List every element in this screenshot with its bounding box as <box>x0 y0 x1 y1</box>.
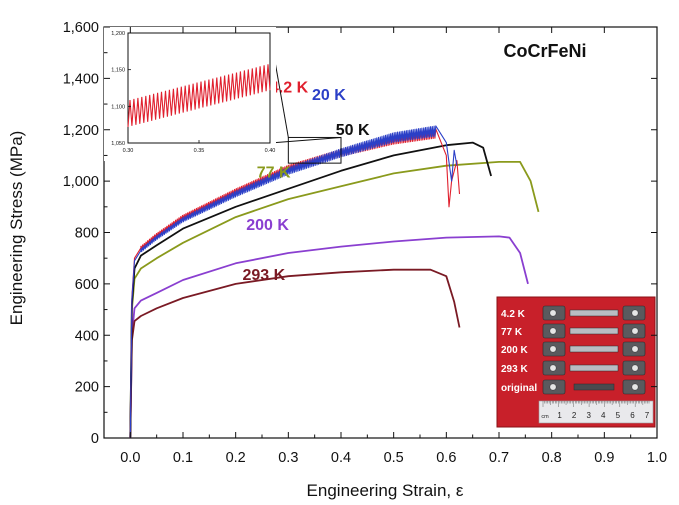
specimen-gauge <box>569 345 619 353</box>
series-line-293-k <box>129 268 461 439</box>
specimen-hole <box>631 309 639 317</box>
x-tick-label: 0.1 <box>173 450 193 466</box>
x-tick-label: 0.5 <box>384 450 404 466</box>
photo-specimen-label: 4.2 K <box>501 309 526 320</box>
y-tick-label: 400 <box>75 328 99 344</box>
series-label: 77 K <box>257 164 291 181</box>
specimen-hole <box>549 345 557 353</box>
series-label: 50 K <box>336 122 370 139</box>
y-tick-label: 1,400 <box>63 71 99 87</box>
x-tick-label: 0.6 <box>436 450 456 466</box>
x-tick-label: 0.9 <box>594 450 614 466</box>
specimen-hole <box>631 345 639 353</box>
series-label: 200 K <box>246 217 289 234</box>
ruler-label: 3 <box>586 411 591 420</box>
specimen-gauge <box>569 327 619 335</box>
photo-specimen-label: 200 K <box>501 345 528 356</box>
inset-x-tick-label: 0.35 <box>194 148 205 154</box>
inset-frame <box>127 32 271 144</box>
chart-title: CoCrFeNi <box>503 41 586 61</box>
ruler-label: 5 <box>616 411 621 420</box>
axes: CoCrFeNi Engineering Strain, ε Engineeri… <box>7 20 667 500</box>
photo-specimen-label: 293 K <box>501 364 528 375</box>
inset-zoom: 0.30 0.35 0.40 1,050 1,100 1,150 1,200 <box>104 27 342 164</box>
x-tick-label: 0.4 <box>331 450 351 466</box>
specimen-hole <box>631 383 639 391</box>
x-tick-label: 0.0 <box>120 450 140 466</box>
inset-y-tick-label: 1,050 <box>111 141 125 147</box>
specimen-gauge <box>573 383 615 391</box>
photo-specimen-label: 77 K <box>501 327 523 338</box>
specimen-hole <box>631 364 639 372</box>
y-tick-label: 1,600 <box>63 20 99 36</box>
ruler-label: 4 <box>601 411 606 420</box>
x-tick-label: 0.2 <box>226 450 246 466</box>
inset-y-tick-label: 1,200 <box>111 31 125 37</box>
ruler-label: 1 <box>557 411 562 420</box>
ruler-label: 6 <box>630 411 635 420</box>
specimen-hole <box>549 309 557 317</box>
series-line-77-k <box>129 161 540 439</box>
specimen-photo: 4.2 K 77 K 200 K 293 K original cm 1 2 3 4 5 6 7 <box>496 296 656 428</box>
ruler <box>538 400 654 424</box>
inset-serrated-curve <box>127 64 271 127</box>
series-labels: 4.2 K 20 K 50 K 77 K 200 K 293 K <box>243 80 370 285</box>
x-tick-label: 0.7 <box>489 450 509 466</box>
zoom-region-box <box>287 136 342 164</box>
x-tick-label: 1.0 <box>647 450 667 466</box>
series-line-20-k <box>129 125 458 439</box>
specimen-hole <box>631 327 639 335</box>
series-line-200-k <box>129 235 529 439</box>
specimen-gauge <box>569 364 619 372</box>
x-axis-label: Engineering Strain, ε <box>307 481 464 500</box>
y-tick-label: 1,200 <box>63 123 99 139</box>
y-tick-label: 1,000 <box>63 174 99 190</box>
specimen-gauge <box>569 309 619 317</box>
ruler-label: 2 <box>572 411 577 420</box>
inset-y-tick-label: 1,100 <box>111 104 125 110</box>
y-tick-label: 200 <box>75 380 99 396</box>
zoom-connector <box>269 136 342 144</box>
y-axis-label: Engineering Stress (MPa) <box>7 131 26 326</box>
specimen-hole <box>549 383 557 391</box>
series-label: 4.2 K <box>270 80 309 97</box>
photo-specimen-label: original <box>501 383 537 394</box>
inset-x-tick-label: 0.30 <box>123 148 134 154</box>
specimen-hole <box>549 327 557 335</box>
y-tick-label: 600 <box>75 277 99 293</box>
y-tick-label: 800 <box>75 226 99 242</box>
series-label: 20 K <box>312 87 346 104</box>
data-series <box>129 125 540 439</box>
specimen-hole <box>549 364 557 372</box>
inset-y-tick-label: 1,150 <box>111 68 125 74</box>
y-tick-label: 0 <box>91 431 99 447</box>
series-line-50-k <box>129 141 492 439</box>
series-label: 293 K <box>243 267 286 284</box>
ruler-label: cm <box>541 414 549 420</box>
x-tick-label: 0.3 <box>278 450 298 466</box>
ruler-label: 7 <box>645 411 650 420</box>
inset-x-tick-label: 0.40 <box>265 148 276 154</box>
x-tick-label: 0.8 <box>542 450 562 466</box>
